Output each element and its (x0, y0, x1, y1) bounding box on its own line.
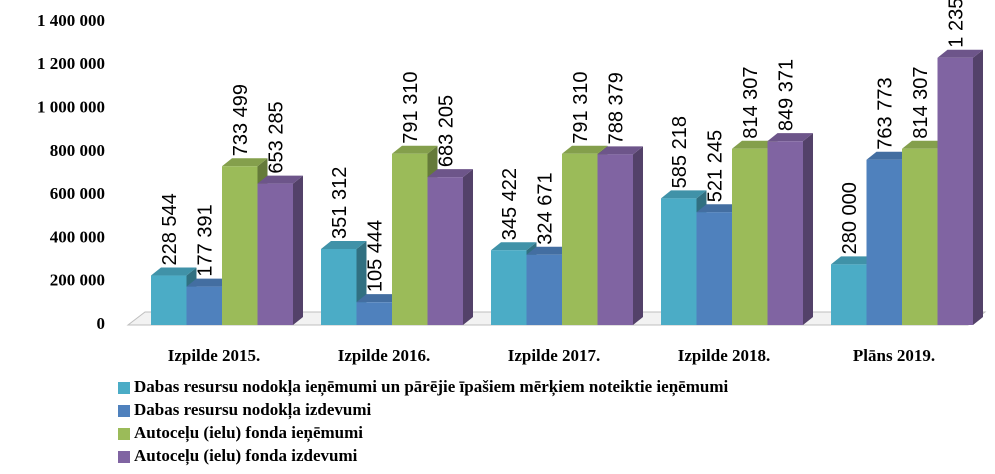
x-tick-label: Izpilde 2016. (338, 346, 431, 365)
bar-top (356, 294, 402, 303)
bar-top (597, 146, 643, 155)
bar-top (661, 190, 707, 199)
bar-top (186, 278, 232, 287)
bar (186, 286, 222, 325)
bar (732, 148, 768, 325)
bar (392, 153, 428, 325)
bar-top (562, 145, 608, 154)
bar-side (293, 175, 303, 325)
bar-top (866, 151, 912, 160)
y-tick-label: 1 000 000 (37, 97, 105, 116)
value-label: 345 422 (499, 168, 521, 240)
value-label: 585 218 (669, 116, 691, 188)
y-tick-label: 600 000 (50, 184, 105, 203)
bar-top (257, 175, 303, 184)
bar-top (392, 145, 438, 154)
value-label: 521 245 (705, 130, 727, 202)
bar (356, 302, 392, 325)
legend-label: Autoceļu (ielu) fonda ieņēmumi (134, 423, 363, 443)
bar (866, 159, 902, 325)
y-tick-label: 200 000 (50, 271, 105, 290)
bar (321, 248, 357, 325)
bar-top (902, 140, 948, 149)
value-label: 814 307 (910, 66, 932, 138)
y-tick-label: 1 400 000 (37, 11, 105, 30)
bar (597, 154, 633, 325)
bar (696, 212, 732, 325)
bar (526, 254, 562, 325)
value-label: 788 379 (606, 72, 628, 144)
bar (767, 141, 803, 325)
bar (222, 166, 258, 325)
value-label: 791 310 (400, 71, 422, 143)
bar-top (526, 246, 572, 255)
y-tick-label: 1 200 000 (37, 54, 105, 73)
bar (491, 250, 527, 325)
x-tick-label: Izpilde 2017. (508, 346, 601, 365)
value-label: 351 312 (329, 167, 351, 239)
legend-label: Autoceļu (ielu) fonda izdevumi (134, 446, 358, 466)
y-tick-label: 800 000 (50, 141, 105, 160)
bar-side (633, 146, 643, 325)
value-label: 177 391 (195, 204, 217, 276)
value-label: 683 205 (436, 95, 458, 167)
bar (151, 275, 187, 325)
bar-top (222, 158, 268, 167)
bar (661, 198, 697, 325)
x-tick-label: Izpilde 2015. (168, 346, 261, 365)
bar-top (151, 267, 197, 276)
x-tick-label: Plāns 2019. (853, 346, 935, 365)
bar (257, 183, 293, 325)
bar-side (803, 133, 813, 325)
bar-top (831, 256, 877, 265)
legend-label: Dabas resursu nodokļa ieņēmumi un pārēji… (134, 377, 728, 397)
legend-swatch (118, 428, 130, 440)
bar (937, 57, 973, 325)
bar-top (732, 140, 778, 149)
value-label: 105 444 (365, 220, 387, 292)
bar-top (767, 133, 813, 142)
bar-top (937, 49, 983, 58)
value-label: 763 773 (875, 77, 897, 149)
legend-swatch (118, 405, 130, 417)
value-label: 1 235 000 (946, 0, 968, 48)
value-label: 849 371 (776, 59, 798, 131)
bar (902, 148, 938, 325)
x-tick-label: Izpilde 2018. (678, 346, 771, 365)
value-label: 653 285 (266, 101, 288, 173)
value-label: 280 000 (839, 182, 861, 254)
legend-swatch (118, 451, 130, 463)
value-label: 228 544 (159, 193, 181, 265)
bar (427, 177, 463, 325)
y-tick-label: 400 000 (50, 227, 105, 246)
value-label: 814 307 (740, 66, 762, 138)
legend-swatch (118, 382, 130, 394)
y-tick-label: 0 (97, 314, 106, 333)
bar-top (321, 240, 367, 249)
bar (562, 153, 598, 325)
bar-top (491, 242, 537, 251)
bar-side (973, 49, 983, 325)
value-label: 791 310 (570, 71, 592, 143)
bar-top (696, 204, 742, 213)
bar (831, 264, 867, 325)
bar-top (427, 169, 473, 178)
value-label: 324 671 (535, 172, 557, 244)
legend-label: Dabas resursu nodokļa izdevumi (134, 400, 372, 420)
bar-side (463, 169, 473, 325)
value-label: 733 499 (230, 84, 252, 156)
